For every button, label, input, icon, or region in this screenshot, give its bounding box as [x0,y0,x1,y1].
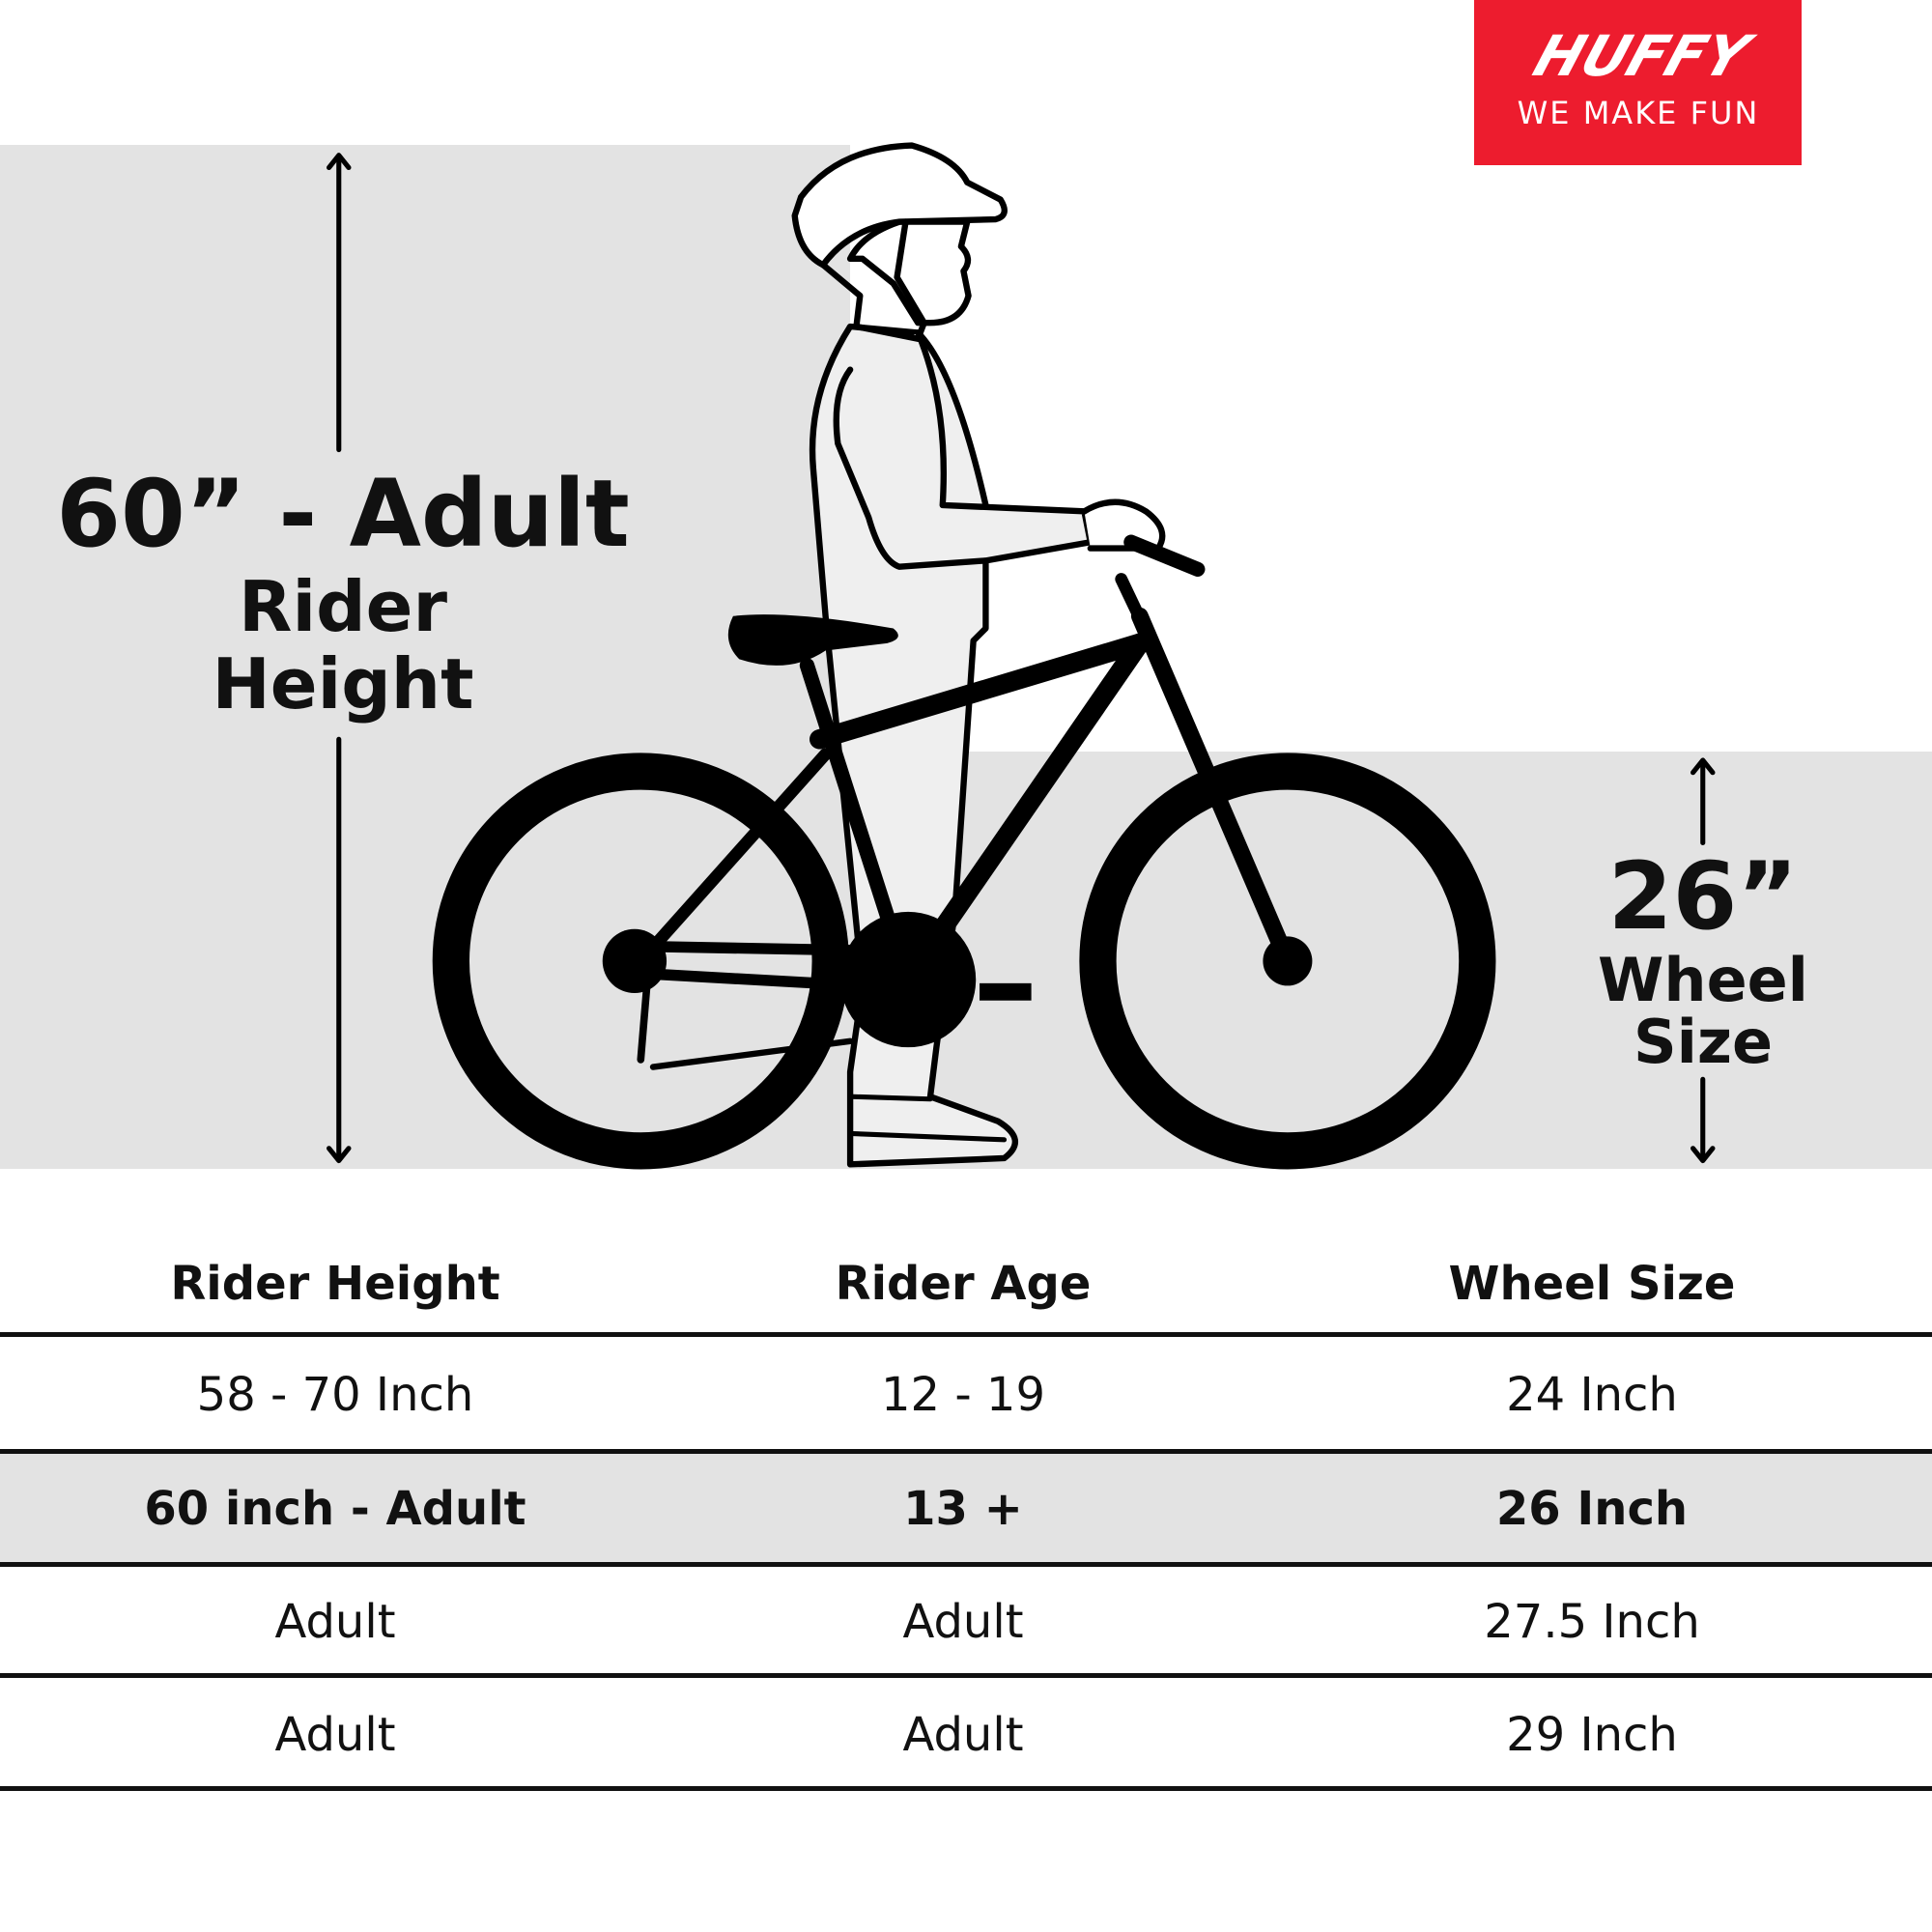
svg-text:HUFFY: HUFFY [1525,24,1761,89]
wheel-size-label-line2: Size [1633,1007,1774,1077]
cell-rider-age: 13 + [903,1482,1023,1536]
svg-text:WE MAKE FUN: WE MAKE FUN [1518,95,1760,131]
header-wheel-size: Wheel Size [1448,1257,1736,1311]
rider-height-label-line1: Rider [239,566,447,647]
header-rider-height: Rider Height [170,1257,500,1311]
table-divider [0,1562,1932,1567]
cell-rider-height: 58 - 70 Inch [196,1368,474,1422]
cell-rider-age: 12 - 19 [881,1368,1045,1422]
rider-height-label-line2: Height [212,643,474,724]
cell-wheel-size: 24 Inch [1506,1368,1678,1422]
cell-wheel-size: 29 Inch [1506,1708,1678,1762]
highlighted-row-background [0,1454,1932,1565]
wheel-size-value: 26” [1607,842,1799,951]
table-divider [0,1786,1932,1791]
cell-rider-age: Adult [902,1595,1024,1649]
huffy-wordmark-icon: HUFFY WE MAKE FUN [1518,24,1762,131]
cell-wheel-size: 27.5 Inch [1484,1595,1700,1649]
cell-rider-age: Adult [902,1708,1024,1762]
table-divider [0,1332,1932,1337]
cell-rider-height: Adult [274,1708,396,1762]
cell-rider-height: Adult [274,1595,396,1649]
wheel-size-label-line1: Wheel [1598,945,1808,1015]
rider-height-value: 60” - Adult [56,460,630,568]
table-divider [0,1449,1932,1454]
cell-wheel-size: 26 Inch [1495,1482,1689,1536]
huffy-logo: HUFFY WE MAKE FUN [1474,0,1802,165]
header-rider-age: Rider Age [835,1257,1092,1311]
cell-rider-height: 60 inch - Adult [144,1482,526,1536]
table-divider [0,1673,1932,1678]
